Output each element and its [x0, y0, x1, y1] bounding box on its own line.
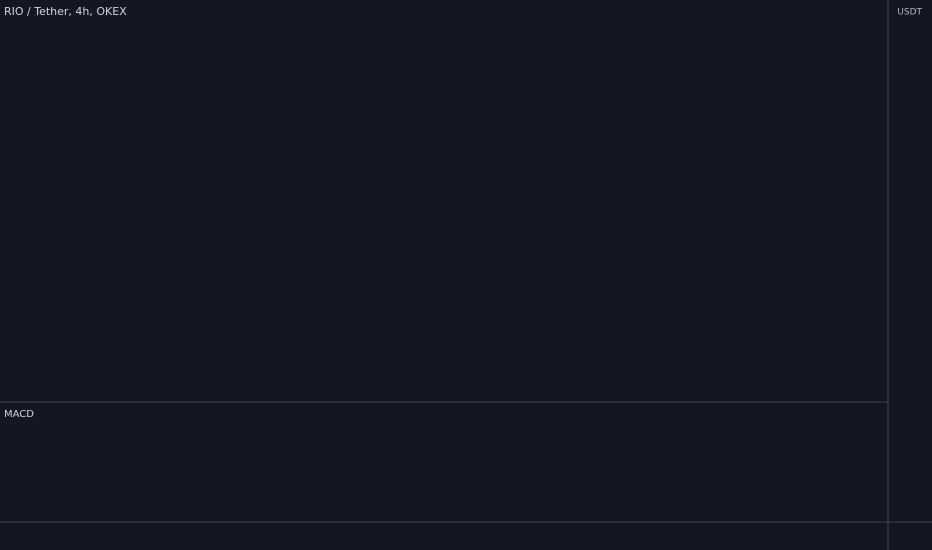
chart-title: RIO / Tether, 4h, OKEX — [4, 5, 127, 18]
unit-label: USDT — [897, 8, 922, 18]
macd-title: MACD — [4, 409, 34, 420]
